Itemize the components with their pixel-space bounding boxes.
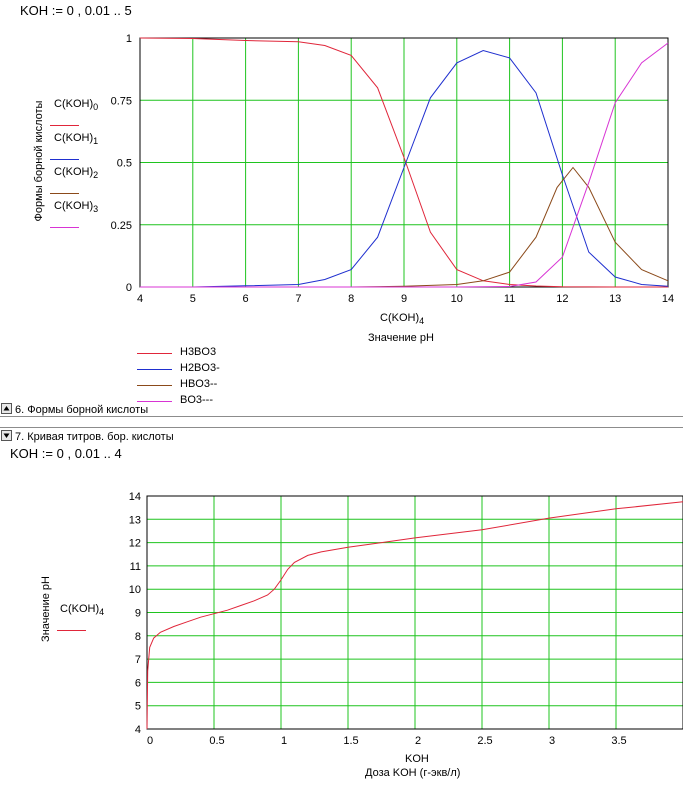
chart1-x-tick-label: 14 [662,293,674,305]
chart1-y-tick-label: 1 [126,33,132,45]
trace-name: C(KOH) [54,98,94,110]
chart1-x-tick-label: 7 [295,293,301,305]
chart2-y-tick-label: 12 [129,538,141,550]
trace-line-sample [50,125,79,126]
legend-entry: HBO3-- [180,378,218,390]
trace-name: C(KOH) [60,603,100,615]
legend-entry: H2BO3- [180,362,220,374]
chart2-x-tick-label: 1.5 [343,735,358,747]
trace-label: C(KOH)2 [54,166,98,180]
chart2-series-line-0 [146,501,683,730]
range-definition-1: KOH := 0 , 0.01 .. 5 [20,3,132,18]
arrow-down-icon[interactable] [1,430,12,441]
chart1-x-tick-label: 13 [609,293,621,305]
trace-line-sample [57,630,86,631]
chart1-y-axis-title: Формы борной кислоты [33,100,45,222]
range-op: := [51,3,64,18]
chart2-x-axis-title: Доза KOH (г-экв/л) [365,767,461,779]
chart1-x-var-label: C(KOH)4 [380,312,424,326]
section-header-6[interactable]: 6. Формы борной кислоты [0,402,683,416]
range-definition-2: KOH := 0 , 0.01 .. 4 [10,446,122,461]
legend-swatch [137,369,172,370]
chart2-x-tick-label: 1 [281,735,287,747]
trace-label: C(KOH)0 [54,98,98,112]
titration-curve-chart[interactable]: 0 0.5 1 1.5 2 2.5 3 3.5 4 5 6 7 8 9 10 11 12 13 14 [0,440,683,790]
chart2-y-tick-label: 10 [129,584,141,596]
trace-subscript: 0 [93,102,99,113]
divider [0,416,683,417]
chart2-x-tick-label: 3.5 [611,735,626,747]
chart2-plot-frame [146,495,683,730]
legend-swatch [137,353,172,354]
chart2-y-tick-label: 4 [135,724,141,736]
section-7-label: 7. Кривая титров. бор. кислоты [15,431,174,443]
x-var-name: C(KOH) [380,312,420,324]
chart2-x-tick-label: 0.5 [209,735,224,747]
x-var-sub: 4 [419,316,425,327]
trace-subscript: 2 [93,170,99,181]
chart1-y-tick-label: 0.5 [117,158,132,170]
trace-line-sample [50,193,79,194]
chart2-x-tick-label: 2.5 [477,735,492,747]
chart1-series-line-3 [140,42,669,288]
arrow-up-icon[interactable] [1,403,12,414]
trace-label: C(KOH)3 [54,200,98,214]
trace-name: C(KOH) [54,200,94,212]
chart1-x-tick-label: 6 [243,293,249,305]
chart2-x-var-label: KOH [405,753,429,765]
trace-name: C(KOH) [54,166,94,178]
legend-entry: BO3--- [180,394,213,406]
trace-subscript: 1 [93,136,99,147]
chart1-x-axis-title: Значение рН [368,332,434,344]
section-header-7[interactable]: 7. Кривая титров. бор. кислоты [0,429,683,443]
range-op: := [41,446,54,461]
range-value: 0 , 0.01 .. 4 [56,446,122,461]
chart2-y-tick-label: 13 [129,514,141,526]
chart1-series-line-0 [139,37,668,288]
chart2-y-tick-label: 11 [130,561,141,573]
range-var: KOH [20,3,49,18]
trace-subscript: 3 [93,204,99,215]
chart1-x-tick-label: 10 [451,293,463,305]
divider [0,427,683,428]
chart1-series-line-1 [140,49,669,288]
trace-label: C(KOH)4 [60,603,104,617]
legend-swatch [137,385,172,386]
trace-line-sample [50,159,79,160]
trace-label: C(KOH)1 [54,132,98,146]
chart1-x-tick-label: 9 [401,293,407,305]
chart1-x-tick-label: 11 [504,293,515,305]
trace-line-sample [50,227,79,228]
chart2-y-tick-label: 14 [129,491,141,503]
chart1-series-line-2 [140,166,669,288]
trace-name: C(KOH) [54,132,94,144]
chart2-y-tick-label: 8 [135,631,141,643]
chart2-y-tick-label: 5 [135,701,141,713]
chart2-x-tick-label: 2 [415,735,421,747]
range-var: KOH [10,446,39,461]
section-6-label: 6. Формы борной кислоты [15,404,149,416]
chart1-x-tick-label: 5 [190,293,196,305]
chart2-y-axis-title: Значение рН [40,576,52,642]
chart2-x-tick-label: 0 [147,735,153,747]
chart2-y-tick-label: 6 [135,677,141,689]
legend-swatch [137,401,172,402]
chart1-x-tick-label: 8 [348,293,354,305]
chart1-x-tick-label: 4 [137,293,143,305]
chart2-x-tick-label: 3 [549,735,555,747]
chart2-y-tick-label: 9 [135,608,141,620]
legend-entry: H3BO3 [180,346,217,358]
range-value: 0 , 0.01 .. 5 [66,3,132,18]
chart1-x-tick-label: 12 [556,293,568,305]
chart1-y-tick-label: 0.25 [111,220,132,232]
chart1-y-tick-label: 0.75 [111,95,132,107]
chart1-y-tick-label: 0 [126,282,132,294]
chart2-y-tick-label: 7 [135,654,141,666]
trace-subscript: 4 [99,607,105,618]
